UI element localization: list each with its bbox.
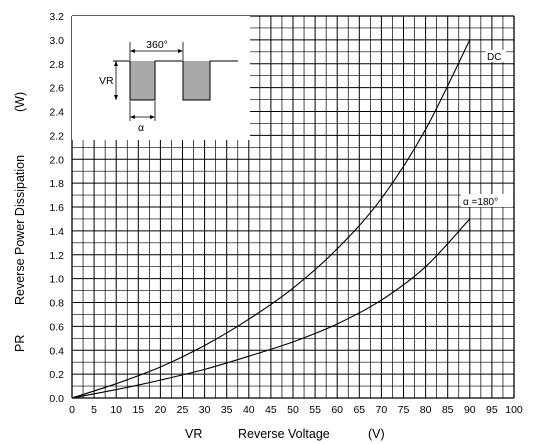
x-tick-label: 90	[464, 404, 476, 416]
y-axis-title: Reverse Power Dissipation	[13, 155, 27, 305]
waveform-inset: 360° VR α	[72, 16, 250, 140]
y-tick-label: 0.0	[49, 393, 64, 405]
x-tick-label: 75	[398, 404, 410, 416]
inset-period-arrowhead-right	[178, 49, 183, 53]
x-tick-label: 65	[353, 404, 365, 416]
x-axis-symbol: VR	[185, 427, 202, 441]
x-tick-label: 25	[177, 404, 189, 416]
inset-amplitude-arrowhead-top	[114, 61, 118, 66]
alpha-180-curve	[71, 218, 471, 399]
y-tick-labels: 0.0 0.2 0.4 0.6 0.8 1.0 1.2 1.4 1.6 1.8 2.0 2.2 2.4 2…	[49, 11, 64, 405]
x-tick-label: 30	[199, 404, 211, 416]
x-tick-label: 100	[505, 404, 523, 416]
x-tick-label: 80	[420, 404, 432, 416]
inset-angle-label: α	[138, 122, 144, 134]
y-tick-label: 1.4	[49, 226, 64, 238]
x-tick-label: 95	[486, 404, 498, 416]
y-tick-label: 0.4	[49, 345, 64, 357]
inset-period-label: 360°	[146, 39, 168, 51]
x-tick-label: 0	[69, 404, 75, 416]
x-tick-label: 70	[376, 404, 388, 416]
y-tick-label: 1.8	[49, 178, 64, 190]
y-tick-label: 0.8	[49, 298, 64, 310]
alpha-label-bg	[461, 194, 513, 207]
dc-curve-label: DC	[487, 52, 501, 63]
inset-angle-arrowhead-left	[130, 115, 135, 119]
x-tick-label: 85	[442, 404, 454, 416]
y-tick-label: 3.0	[49, 35, 64, 47]
x-tick-label: 35	[221, 404, 233, 416]
y-tick-label: 1.0	[49, 274, 64, 286]
dc-label-bg	[486, 50, 506, 62]
inset-waveform	[113, 60, 238, 101]
y-tick-label: 3.2	[49, 11, 64, 23]
inset-shaded-pulse-1	[130, 61, 155, 100]
y-tick-label: 2.4	[49, 107, 64, 119]
y-tick-label: 2.2	[49, 130, 64, 142]
x-tick-label: 10	[110, 404, 122, 416]
x-tick-label: 50	[287, 404, 299, 416]
y-tick-label: 0.2	[49, 369, 64, 381]
y-tick-label: 1.2	[49, 250, 64, 262]
inset-background	[72, 16, 250, 140]
alpha-curve-label: α =180°	[463, 197, 498, 208]
inset-angle-arrowhead-right	[150, 115, 155, 119]
curves	[71, 39, 471, 399]
x-tick-label: 45	[265, 404, 277, 416]
inset-period-arrowhead-left	[130, 49, 135, 53]
x-tick-label: 60	[331, 404, 343, 416]
y-tick-label: 0.6	[49, 321, 64, 333]
x-axis-title: Reverse Voltage	[238, 427, 330, 441]
dc-curve	[71, 39, 471, 399]
inset-period-label-bg	[139, 37, 175, 50]
x-tick-labels: 0 5 10 15 20 25 30 35 40 45 50 55 60 65 70 75 80 85 90 95 10…	[69, 404, 523, 416]
x-tick-label: 15	[132, 404, 144, 416]
inset-amplitude-label: VR	[99, 75, 114, 87]
x-tick-label: 55	[309, 404, 321, 416]
y-tick-label: 1.6	[49, 202, 64, 214]
y-axis-unit: (W)	[13, 92, 27, 112]
inset-shaded-pulse-2	[183, 61, 210, 100]
y-axis-symbol: PR	[13, 335, 27, 352]
x-tick-label: 20	[155, 404, 167, 416]
x-axis-unit: (V)	[368, 427, 385, 441]
x-tick-label: 5	[91, 404, 97, 416]
x-tick-label: 40	[243, 404, 255, 416]
y-tick-label: 2.0	[49, 154, 64, 166]
y-tick-label: 2.8	[49, 59, 64, 71]
inset-amplitude-arrowhead-bottom	[114, 95, 118, 100]
y-tick-label: 2.6	[49, 83, 64, 95]
